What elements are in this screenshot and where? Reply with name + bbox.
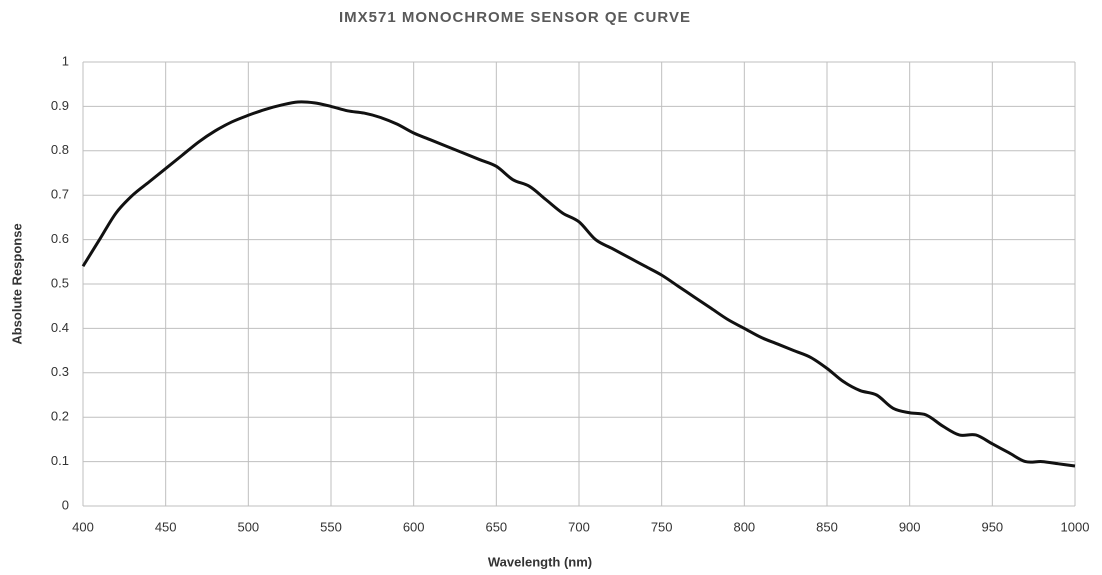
x-tick-label: 600 bbox=[403, 519, 425, 534]
x-tick-label: 800 bbox=[733, 519, 755, 534]
x-tick-label: 1000 bbox=[1061, 519, 1090, 534]
x-tick-label: 700 bbox=[568, 519, 590, 534]
y-tick-label: 0.6 bbox=[51, 231, 69, 246]
x-tick-label: 900 bbox=[899, 519, 921, 534]
y-tick-label: 0.3 bbox=[51, 364, 69, 379]
x-tick-label: 850 bbox=[816, 519, 838, 534]
y-tick-label: 0.1 bbox=[51, 453, 69, 468]
y-tick-label: 0.8 bbox=[51, 142, 69, 157]
y-axis-label: Absolute Response bbox=[9, 223, 24, 344]
x-axis-label: Wavelength (nm) bbox=[488, 554, 592, 569]
y-tick-label: 0 bbox=[62, 497, 69, 512]
x-tick-label: 750 bbox=[651, 519, 673, 534]
data-line bbox=[81, 100, 1076, 468]
y-tick-label: 0.4 bbox=[51, 320, 69, 335]
x-tick-label: 450 bbox=[155, 519, 177, 534]
y-tick-label: 0.2 bbox=[51, 409, 69, 424]
x-tick-label: 550 bbox=[320, 519, 342, 534]
x-tick-label: 650 bbox=[485, 519, 507, 534]
y-tick-label: 0.5 bbox=[51, 275, 69, 290]
y-tick-label: 1 bbox=[62, 53, 69, 68]
x-tick-label: 500 bbox=[237, 519, 259, 534]
x-tick-label: 400 bbox=[72, 519, 94, 534]
chart-title: IMX571 MONOCHROME SENSOR QE CURVE bbox=[339, 9, 691, 26]
y-tick-label: 0.9 bbox=[51, 98, 69, 113]
y-tick-label: 0.7 bbox=[51, 187, 69, 202]
x-tick-label: 950 bbox=[981, 519, 1003, 534]
